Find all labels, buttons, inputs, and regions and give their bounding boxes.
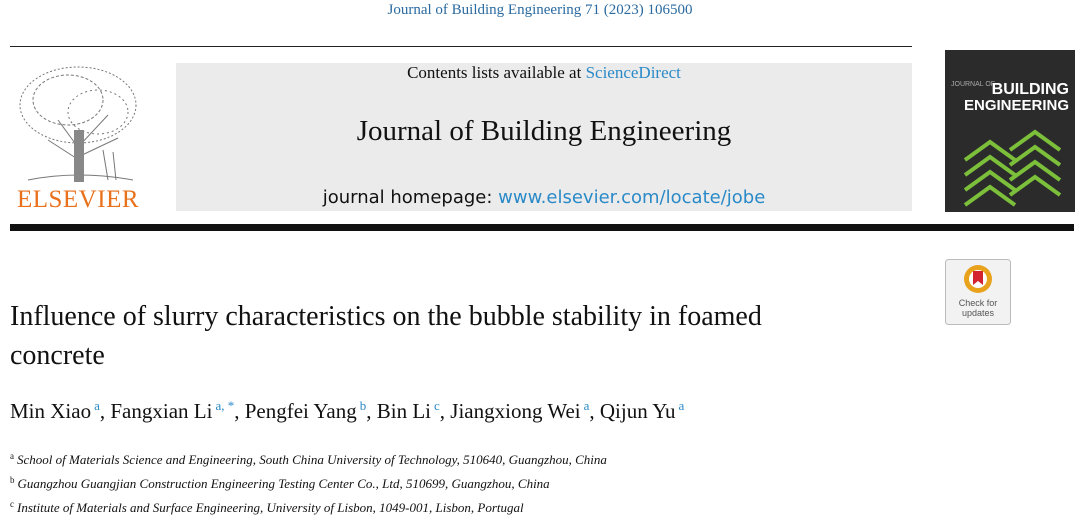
text: journal homepage:	[322, 187, 499, 208]
rule	[10, 224, 1074, 231]
author-marks[interactable]: a, *	[215, 398, 235, 413]
link[interactable]: www.elsevier.com/locate/jobe	[498, 187, 766, 208]
citation: Journal of Building Engineering 71 (2023…	[387, 2, 693, 18]
affiliation: b Guangzhou Guangjian Construction Engine…	[10, 470, 607, 494]
elsevier-logo	[19, 66, 137, 182]
separator: ,	[366, 399, 377, 423]
journal-cover[interactable]: JOURNAL OF BUILDING ENGINEERING	[945, 50, 1075, 212]
author-marks[interactable]: b	[359, 398, 367, 413]
separator: ,	[589, 399, 600, 423]
author-marks[interactable]: a	[583, 398, 590, 413]
author-name: Min Xiao	[10, 399, 92, 423]
author-name: Bin Li	[376, 399, 431, 423]
separator: ,	[234, 399, 245, 423]
cover-title: BUILDING	[992, 81, 1069, 98]
badge-text: Check for	[959, 298, 998, 308]
author-marks[interactable]: c	[434, 398, 440, 413]
journal-name: Journal of Building Engineering	[356, 115, 732, 147]
affiliation-list: a School of Materials Science and Enginee…	[10, 446, 607, 518]
author-marks[interactable]: a	[678, 398, 685, 413]
author-name: Qijun Yu	[599, 399, 676, 423]
check-updates[interactable]: Check for updates	[945, 259, 1011, 325]
cover-title: ENGINEERING	[964, 97, 1069, 114]
affiliation-label: c	[10, 499, 14, 509]
badge-text: updates	[962, 308, 995, 318]
text: Contents lists available at	[407, 63, 586, 82]
affiliation-label: b	[10, 475, 15, 485]
article-title: Influence of slurry characteristics on t…	[10, 301, 762, 371]
affiliation-label: a	[10, 451, 14, 461]
author-name: Jiangxiong Wei	[450, 399, 581, 423]
journal-banner: Contents lists available at ScienceDirec…	[176, 63, 912, 211]
contents-line: Contents lists available at ScienceDirec…	[176, 63, 912, 83]
homepage-line: journal homepage: www.elsevier.com/locat…	[176, 187, 912, 208]
author-name: Fangxian Li	[110, 399, 213, 423]
author-list: Min Xiao a, Fangxian Li a, *, Pengfei Yang…	[10, 398, 684, 424]
author-marks[interactable]: a	[94, 398, 100, 413]
rule	[10, 46, 912, 47]
affiliation-text: Guangzhou Guangjian Construction Enginee…	[17, 476, 550, 491]
separator: ,	[99, 399, 111, 423]
affiliation-text: Institute of Materials and Surface Engin…	[17, 500, 524, 515]
affiliation: c Institute of Materials and Surface Engi…	[10, 494, 607, 518]
author-name: Pengfei Yang	[244, 399, 357, 423]
affiliation-text: School of Materials Science and Engineer…	[17, 452, 607, 467]
link[interactable]: ScienceDirect	[585, 63, 681, 82]
publisher: ELSEVIER	[16, 186, 140, 213]
affiliation: a School of Materials Science and Enginee…	[10, 446, 607, 470]
separator: ,	[439, 399, 451, 423]
cover-small: JOURNAL OF	[951, 81, 995, 88]
